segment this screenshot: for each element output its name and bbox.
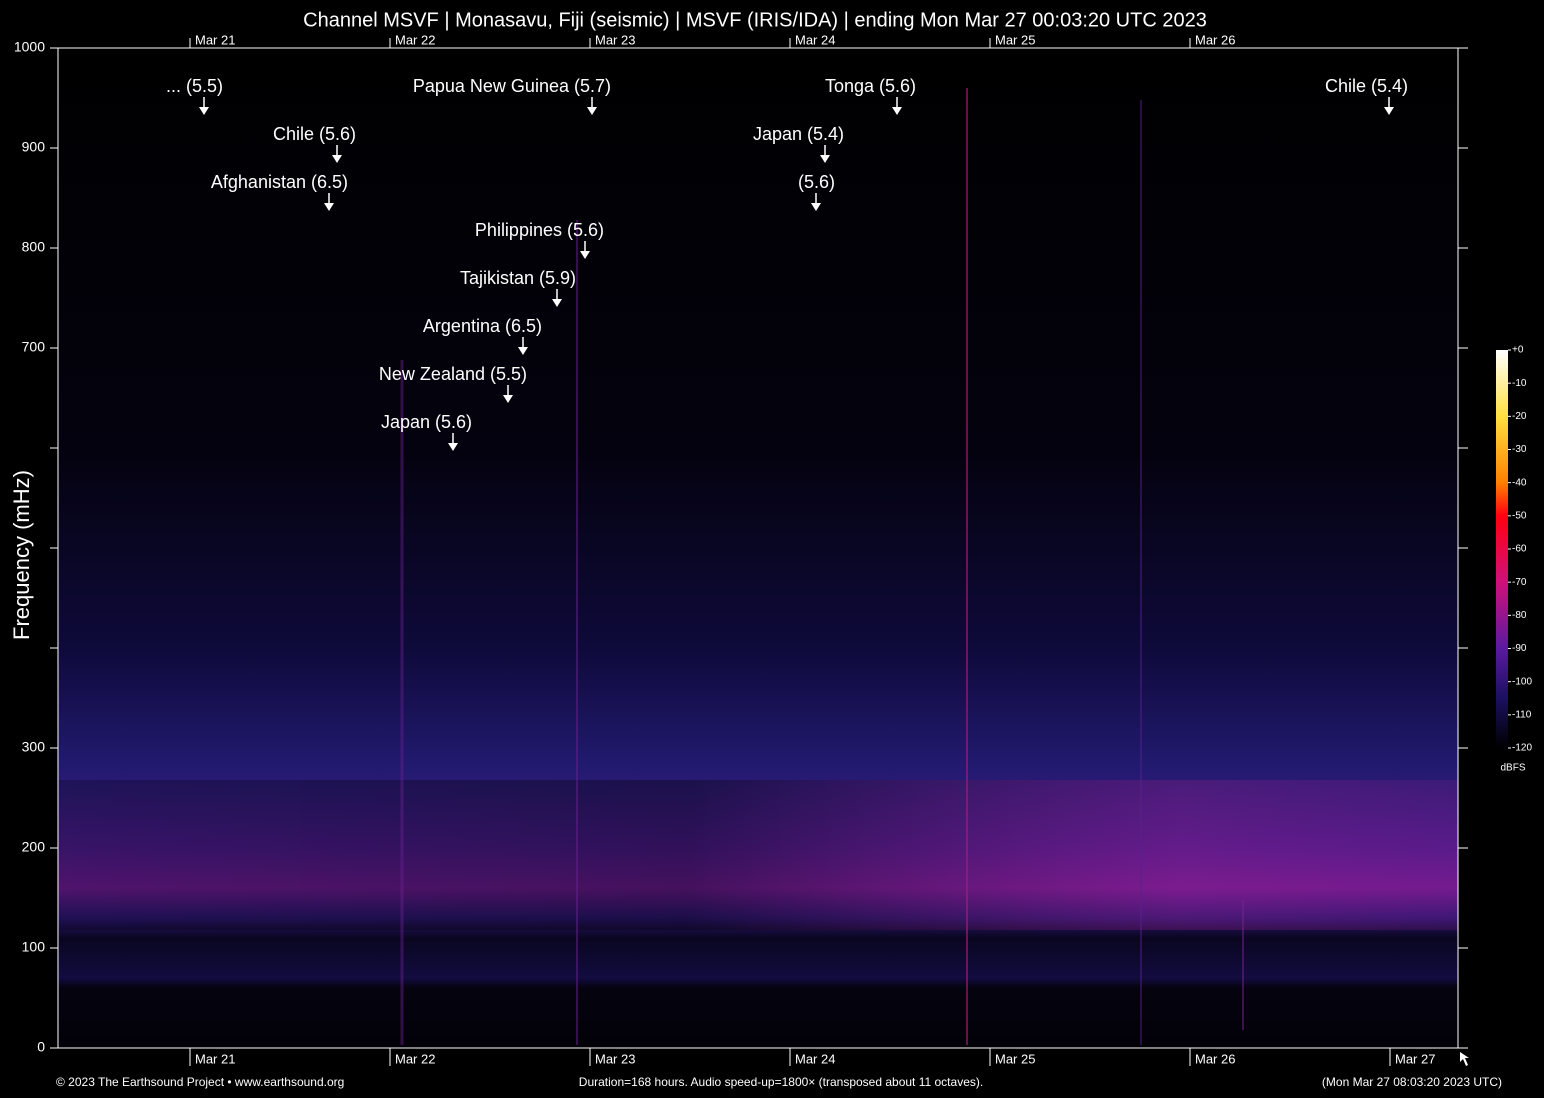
x-tick-label: Mar 24	[795, 1051, 835, 1066]
y-tick-label: 800	[22, 239, 46, 255]
x-tick-label: Mar 22	[395, 1051, 435, 1066]
x-tick-label: Mar 21	[195, 1051, 235, 1066]
event-arrowhead	[820, 155, 830, 163]
event-label: (5.6)	[798, 172, 835, 192]
y-tick-label: 700	[22, 339, 46, 355]
colorbar-tick-label: -80	[1512, 610, 1527, 621]
event-arrowhead	[324, 203, 334, 211]
y-tick-label: 300	[22, 739, 46, 755]
y-tick-label: 0	[37, 1039, 45, 1055]
event-label: Tajikistan (5.9)	[460, 268, 576, 288]
colorbar-tick-label: -60	[1512, 544, 1527, 555]
event-arrowhead	[811, 203, 821, 211]
colorbar-tick-label: -10	[1512, 378, 1527, 389]
event-label: Philippines (5.6)	[475, 220, 604, 240]
y-tick-label: 100	[22, 939, 46, 955]
event-label: Papua New Guinea (5.7)	[413, 76, 611, 96]
footer-left: © 2023 The Earthsound Project • www.eart…	[56, 1075, 344, 1089]
event-arrowhead	[518, 347, 528, 355]
event-arrowhead	[503, 395, 513, 403]
event-arrowhead	[892, 107, 902, 115]
event-label: Afghanistan (6.5)	[211, 172, 348, 192]
x-tick-label-top: Mar 26	[1195, 32, 1235, 47]
event-label: Tonga (5.6)	[825, 76, 916, 96]
event-arrowhead	[587, 107, 597, 115]
colorbar-tick-label: -100	[1512, 676, 1532, 687]
footer-center: Duration=168 hours. Audio speed-up=1800×…	[579, 1075, 983, 1089]
y-tick-label: 1000	[14, 39, 45, 55]
x-tick-label: Mar 25	[995, 1051, 1035, 1066]
colorbar-tick-label: -90	[1512, 643, 1527, 654]
colorbar-tick-label: -70	[1512, 577, 1527, 588]
chart-title: Channel MSVF | Monasavu, Fiji (seismic) …	[303, 9, 1207, 31]
colorbar-tick-label: +0	[1512, 345, 1524, 356]
x-tick-label-top: Mar 21	[195, 32, 235, 47]
event-arrowhead	[580, 251, 590, 259]
event-label: ... (5.5)	[166, 76, 223, 96]
y-axis-label: Frequency (mHz)	[9, 470, 34, 640]
x-tick-label-top: Mar 24	[795, 32, 835, 47]
x-tick-label-top: Mar 22	[395, 32, 435, 47]
x-tick-label-top: Mar 25	[995, 32, 1035, 47]
event-arrowhead	[448, 443, 458, 451]
spectrogram-shading	[58, 780, 1458, 930]
colorbar	[1496, 350, 1508, 748]
event-label: Chile (5.6)	[273, 124, 356, 144]
cursor-icon	[1460, 1052, 1469, 1066]
x-tick-label: Mar 23	[595, 1051, 635, 1066]
x-tick-label-top: Mar 23	[595, 32, 635, 47]
event-arrowhead	[332, 155, 342, 163]
colorbar-tick-label: -20	[1512, 411, 1527, 422]
event-label: Japan (5.4)	[753, 124, 844, 144]
event-arrowhead	[1384, 107, 1394, 115]
x-tick-label: Mar 27	[1395, 1051, 1435, 1066]
event-arrowhead	[199, 107, 209, 115]
colorbar-tick-label: -30	[1512, 444, 1527, 455]
colorbar-tick-label: -110	[1512, 709, 1532, 720]
colorbar-label: dBFS	[1500, 763, 1525, 774]
spectrogram	[58, 48, 1458, 1048]
y-tick-label: 200	[22, 839, 46, 855]
event-label: New Zealand (5.5)	[379, 364, 527, 384]
event-label: Japan (5.6)	[381, 412, 472, 432]
event-arrowhead	[552, 299, 562, 307]
x-tick-label: Mar 26	[1195, 1051, 1235, 1066]
colorbar-tick-label: -120	[1512, 743, 1532, 754]
colorbar-tick-label: -40	[1512, 477, 1527, 488]
footer-right: (Mon Mar 27 08:03:20 2023 UTC)	[1322, 1075, 1502, 1089]
event-label: Chile (5.4)	[1325, 76, 1408, 96]
event-label: Argentina (6.5)	[423, 316, 542, 336]
colorbar-tick-label: -50	[1512, 510, 1527, 521]
y-tick-label: 900	[22, 139, 46, 155]
